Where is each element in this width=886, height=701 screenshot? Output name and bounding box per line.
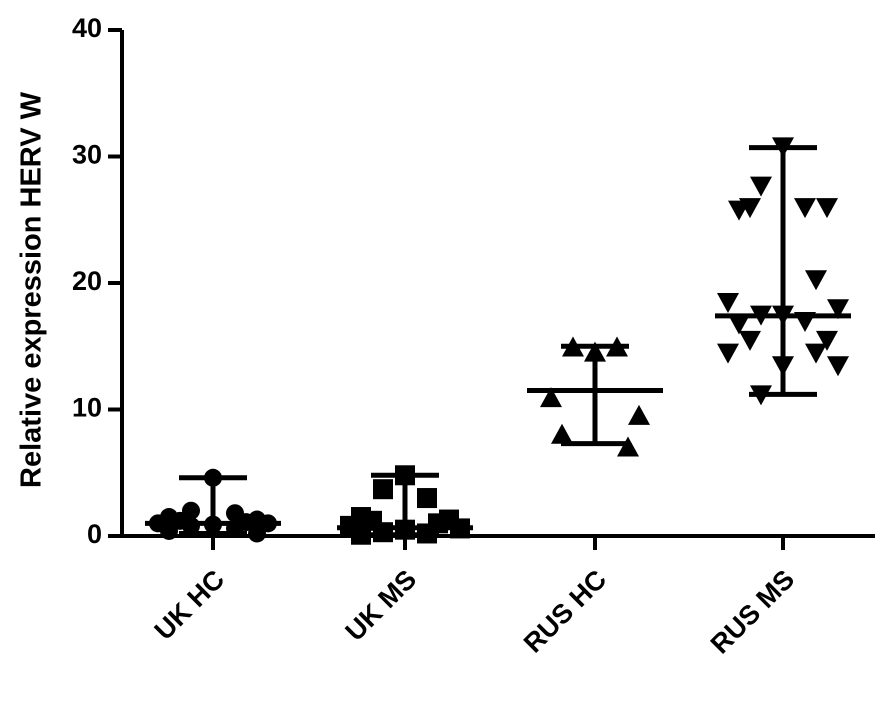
- point: [816, 198, 838, 219]
- point: [160, 521, 178, 540]
- point: [617, 436, 639, 457]
- point: [562, 336, 584, 357]
- point: [717, 343, 739, 364]
- point: [351, 524, 371, 545]
- point: [540, 387, 562, 408]
- point: [750, 176, 772, 197]
- point: [204, 468, 222, 487]
- point: [204, 515, 222, 534]
- point: [739, 330, 761, 351]
- y-tick-label: 20: [72, 266, 102, 296]
- x-tick-label: RUS MS: [705, 564, 800, 659]
- point: [805, 270, 827, 291]
- x-tick-label: RUS HC: [518, 564, 612, 658]
- point: [772, 356, 794, 377]
- point: [739, 198, 761, 219]
- x-tick-label: UK HC: [149, 564, 231, 646]
- point: [750, 385, 772, 406]
- point: [182, 516, 200, 535]
- point: [750, 305, 772, 326]
- point: [395, 465, 415, 486]
- point: [794, 311, 816, 332]
- point: [417, 523, 437, 544]
- point: [728, 314, 750, 335]
- y-tick-label: 40: [72, 13, 102, 43]
- point: [717, 292, 739, 313]
- point: [373, 522, 393, 543]
- point: [772, 305, 794, 326]
- point: [226, 519, 244, 538]
- point: [551, 423, 573, 444]
- y-tick-label: 10: [72, 393, 102, 423]
- point: [584, 341, 606, 362]
- point: [395, 519, 415, 540]
- point: [628, 404, 650, 425]
- point: [816, 330, 838, 351]
- y-tick-label: 0: [87, 519, 102, 549]
- x-tick-label: UK MS: [340, 564, 423, 647]
- point: [805, 343, 827, 364]
- point: [373, 479, 393, 500]
- point: [417, 488, 437, 509]
- point: [827, 299, 849, 320]
- y-axis-label: Relative expression HERV W: [16, 91, 48, 488]
- point: [248, 524, 266, 543]
- point: [772, 137, 794, 158]
- point: [794, 198, 816, 219]
- point: [827, 356, 849, 377]
- point: [450, 518, 470, 539]
- y-tick-label: 30: [72, 140, 102, 170]
- point: [606, 336, 628, 357]
